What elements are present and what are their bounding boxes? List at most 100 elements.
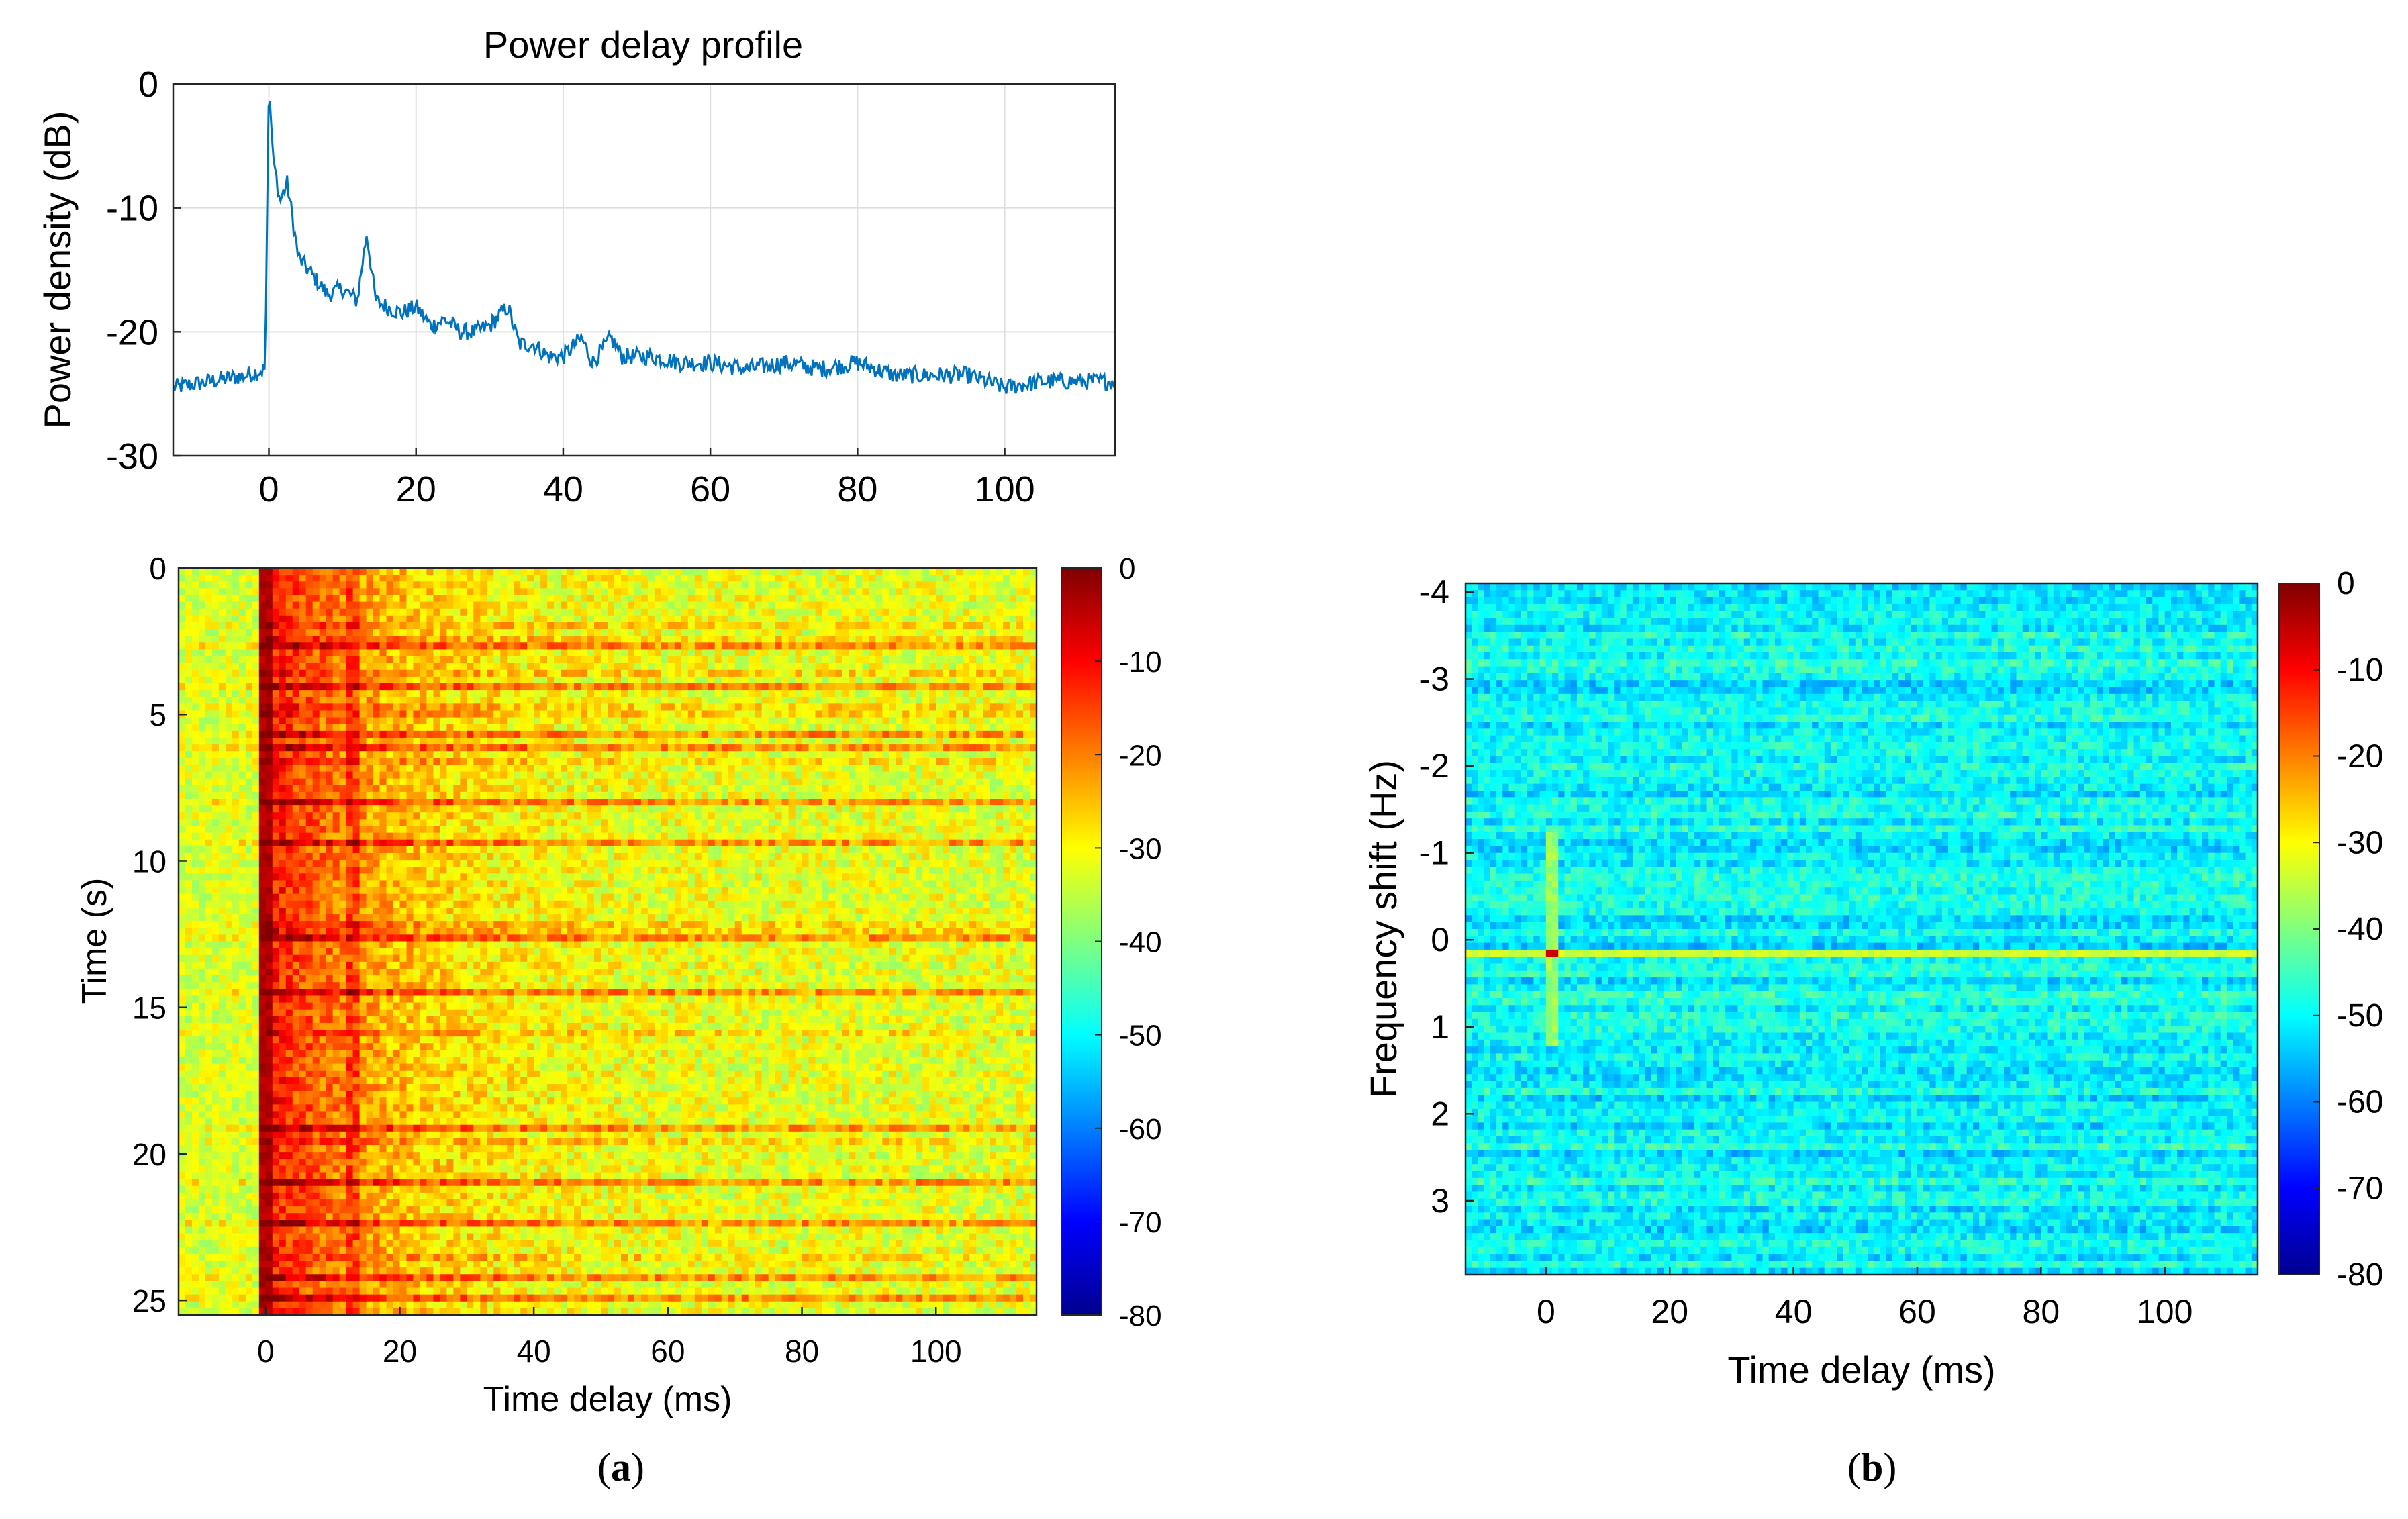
heatmap-a-cell (996, 649, 1004, 657)
heatmap-a-cell (990, 771, 997, 779)
heatmap-a-cell (687, 771, 695, 779)
heatmap-a-cell (319, 812, 327, 820)
heatmap-a-cell (996, 629, 1004, 636)
heatmap-a-cell (842, 812, 850, 820)
heatmap-a-cell (976, 575, 983, 582)
heatmap-a-cell (574, 778, 581, 786)
heatmap-a-cell (1003, 819, 1010, 827)
heatmap-a-cell (976, 717, 983, 725)
heatmap-a-cell (608, 826, 615, 834)
heatmap-a-cell (768, 730, 776, 738)
heatmap-a-cell (480, 663, 487, 671)
heatmap-a-cell (734, 758, 742, 766)
heatmap-a-cell (561, 771, 568, 779)
heatmap-a-cell (601, 676, 608, 684)
heatmap-a-cell (406, 785, 414, 793)
heatmap-a-cell (594, 615, 601, 623)
heatmap-a-cell (815, 812, 823, 820)
heatmap-a-cell (728, 615, 736, 623)
heatmap-a-cell (258, 730, 267, 738)
heatmap-a-cell (185, 826, 193, 834)
heatmap-a-cell (687, 744, 695, 752)
heatmap-a-cell (601, 608, 608, 616)
heatmap-a-cell (1003, 636, 1010, 643)
heatmap-a-cell (406, 595, 414, 603)
heatmap-a-cell (990, 751, 997, 758)
heatmap-a-cell (426, 724, 434, 732)
heatmap-a-cell (561, 575, 568, 582)
heatmap-a-cell (258, 588, 267, 596)
heatmap-a-cell (258, 636, 267, 643)
heatmap-a-cell (909, 676, 916, 684)
heatmap-a-cell (654, 785, 662, 793)
heatmap-a-cell (587, 717, 595, 725)
heatmap-a-cell (983, 791, 990, 799)
heatmap-a-cell (721, 710, 729, 718)
heatmap-a-cell (433, 751, 440, 758)
heatmap-a-cell (788, 601, 796, 609)
heatmap-a-cell (922, 778, 930, 786)
heatmap-a-cell (493, 791, 501, 799)
heatmap-a-cell (976, 724, 983, 732)
heatmap-a-cell (258, 608, 267, 616)
heatmap-a-cell (875, 771, 883, 779)
heatmap-a-cell (507, 608, 514, 616)
heatmap-a-cell (393, 568, 401, 575)
heatmap-a-cell (687, 636, 695, 643)
heatmap-a-cell (1016, 717, 1024, 725)
heatmap-a-cell (1023, 812, 1030, 820)
heatmap-a-cell (849, 791, 857, 799)
heatmap-a-cell (795, 636, 803, 643)
heatmap-a-cell (406, 812, 414, 820)
heatmap-a-cell (943, 791, 950, 799)
heatmap-a-cell (547, 642, 555, 650)
heatmap-a-cell (299, 737, 307, 745)
heatmap-a-cell (413, 608, 421, 616)
heatmap-a-cell (828, 663, 836, 671)
heatmap-a-cell (574, 765, 581, 773)
heatmap-a-cell (681, 690, 689, 697)
heatmap-a-cell (413, 575, 421, 582)
heatmap-a-cell (440, 683, 447, 691)
heatmap-a-cell (620, 615, 628, 623)
heatmap-a-cell (708, 785, 716, 793)
heatmap-a-cell (949, 575, 957, 582)
heatmap-a-cell (198, 697, 206, 704)
heatmap-a-cell (849, 622, 857, 630)
heatmap-a-cell (366, 737, 374, 745)
heatmap-a-cell (976, 758, 983, 766)
heatmap-a-cell (473, 601, 481, 609)
heatmap-a-cell (855, 683, 863, 691)
heatmap-a-cell (983, 568, 990, 575)
heatmap-a-cell (969, 568, 977, 575)
heatmap-a-cell (285, 697, 293, 704)
heatmap-a-cell (734, 649, 742, 657)
heatmap-a-cell (218, 791, 226, 799)
heatmap-a-cell (473, 758, 481, 766)
heatmap-a-cell (842, 751, 850, 758)
heatmap-a-cell (299, 595, 307, 603)
heatmap-a-cell (332, 737, 340, 745)
heatmap-a-cell (332, 636, 340, 643)
heatmap-a-cell (828, 751, 836, 758)
heatmap-a-cell (460, 724, 467, 732)
heatmap-a-cell (601, 629, 608, 636)
heatmap-a-cell (285, 601, 293, 609)
heatmap-a-cell (252, 649, 260, 657)
heatmap-a-cell (929, 622, 936, 630)
heatmap-a-cell (701, 656, 709, 664)
heatmap-a-cell (601, 751, 608, 758)
heatmap-a-cell (694, 758, 702, 766)
heatmap-a-cell (366, 697, 374, 704)
heatmap-a-cell (714, 758, 722, 766)
heatmap-a-cell (467, 805, 474, 813)
heatmap-a-cell (647, 751, 655, 758)
heatmap-a-cell (346, 826, 354, 834)
heatmap-a-cell (741, 805, 749, 813)
heatmap-a-cell (198, 690, 206, 697)
heatmap-a-cell (869, 724, 876, 732)
heatmap-a-cell (708, 622, 716, 630)
heatmap-a-cell (902, 683, 910, 691)
heatmap-a-cell (896, 656, 903, 664)
heatmap-a-cell (393, 629, 401, 636)
